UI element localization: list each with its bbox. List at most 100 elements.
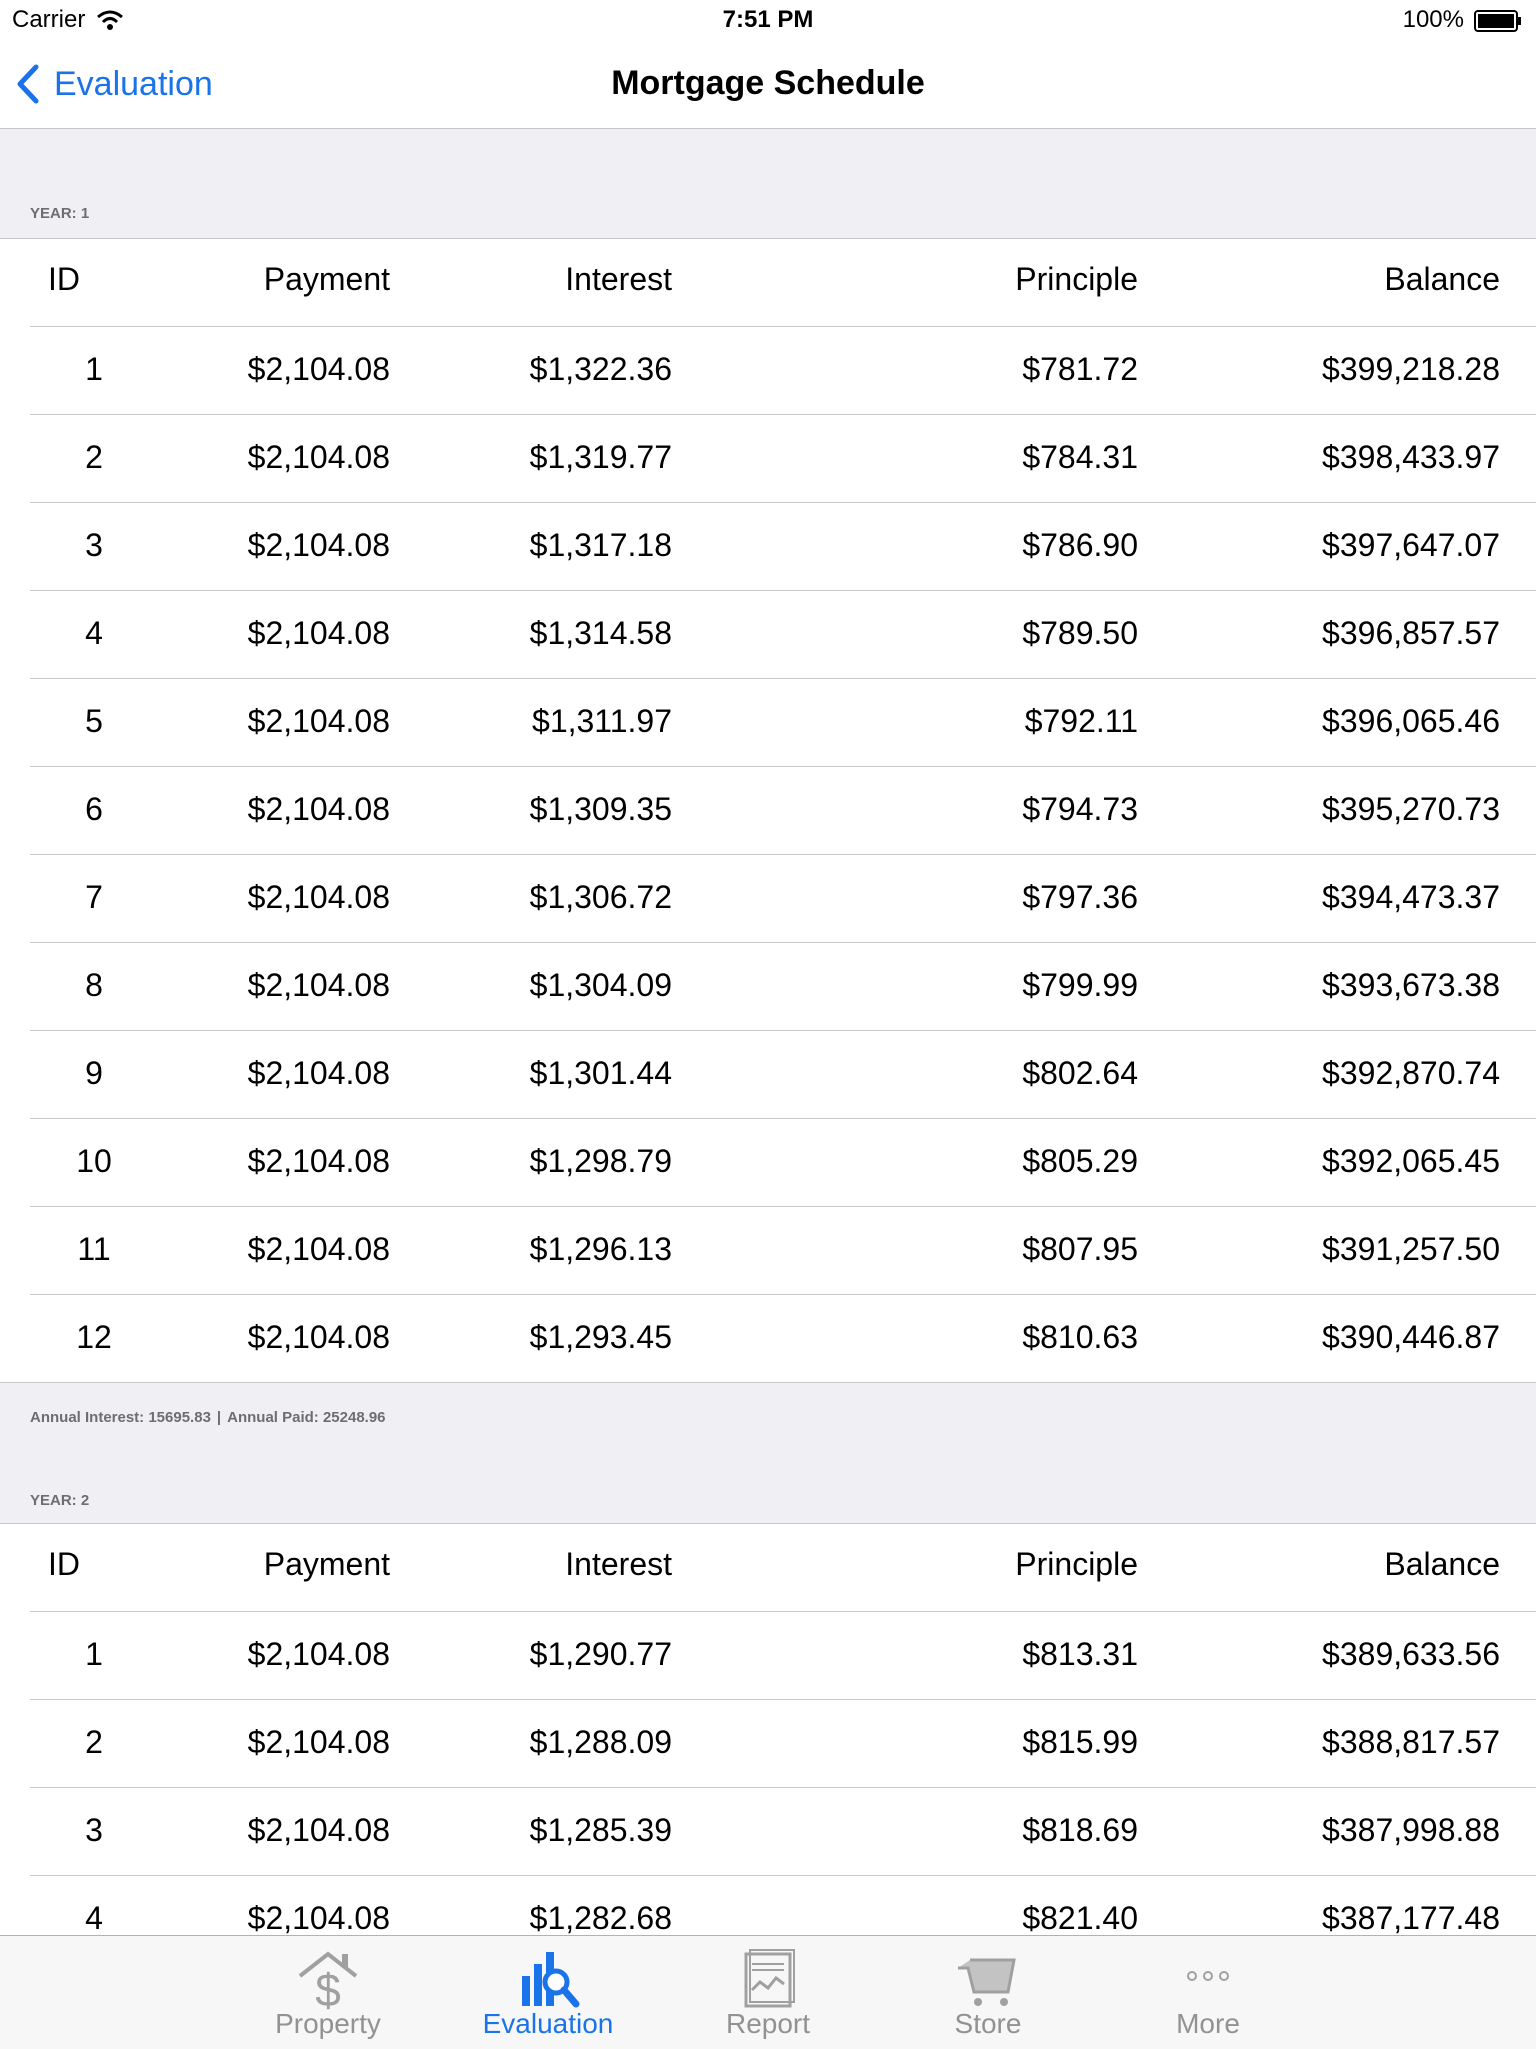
year-label: YEAR: 2 — [30, 1492, 90, 1509]
row-interest: $1,288.09 — [529, 1724, 672, 1760]
row-balance: $394,473.37 — [1322, 879, 1500, 915]
row-principle: $799.99 — [1022, 967, 1138, 1003]
row-balance: $387,177.48 — [1322, 1900, 1500, 1935]
row-interest: $1,285.39 — [529, 1812, 672, 1848]
column-header-interest: Interest — [565, 1546, 672, 1582]
table-row: 7 $2,104.08 $1,306.72 $797.36 $394,473.37 — [30, 855, 1536, 943]
table-row: 11 $2,104.08 $1,296.13 $807.95 $391,257.50 — [30, 1207, 1536, 1295]
store-cart-icon — [958, 1958, 1016, 2006]
row-interest: $1,322.36 — [529, 351, 672, 387]
row-id: 4 — [85, 615, 103, 651]
tab-bar: $ Property Evaluation Report Store — [0, 1935, 1536, 2049]
table-row: 1 $2,104.08 $1,290.77 $813.31 $389,633.56 — [30, 1612, 1536, 1700]
column-header-principle: Principle — [1015, 1546, 1138, 1582]
table-row: 4 $2,104.08 $1,314.58 $789.50 $396,857.57 — [30, 591, 1536, 679]
row-id: 11 — [77, 1231, 111, 1267]
row-interest: $1,298.79 — [529, 1143, 672, 1179]
column-header-interest: Interest — [565, 261, 672, 297]
table-row: 6 $2,104.08 $1,309.35 $794.73 $395,270.73 — [30, 767, 1536, 855]
table-row: 2 $2,104.08 $1,288.09 $815.99 $388,817.57 — [30, 1700, 1536, 1788]
row-balance: $397,647.07 — [1322, 527, 1500, 563]
annual-interest: Annual Interest: 15695.83 — [30, 1409, 211, 1426]
year-label: YEAR: 1 — [30, 205, 90, 222]
battery-icon — [1474, 10, 1521, 32]
row-interest: $1,293.45 — [529, 1319, 672, 1355]
row-interest: $1,304.09 — [529, 967, 672, 1003]
row-id: 4 — [85, 1900, 103, 1935]
wifi-icon — [97, 10, 123, 30]
row-id: 1 — [85, 1636, 103, 1672]
schedule-list[interactable]: YEAR: 1 ID Payment Interest Principle Ba… — [0, 129, 1536, 1935]
row-payment: $2,104.08 — [247, 527, 390, 563]
row-id: 12 — [76, 1319, 112, 1355]
row-balance: $398,433.97 — [1322, 439, 1500, 475]
property-icon: $ — [298, 1951, 358, 2012]
row-balance: $388,817.57 — [1322, 1724, 1500, 1760]
row-payment: $2,104.08 — [247, 1636, 390, 1672]
tab-evaluation[interactable]: Evaluation — [468, 1936, 628, 2049]
row-balance: $391,257.50 — [1322, 1231, 1500, 1267]
page-title: Mortgage Schedule — [611, 64, 925, 102]
row-payment: $2,104.08 — [247, 1143, 390, 1179]
row-principle: $805.29 — [1022, 1143, 1138, 1179]
tab-more[interactable]: More — [1128, 1936, 1288, 2049]
column-header-id: ID — [48, 261, 80, 297]
table-header-row: ID Payment Interest Principle Balance — [30, 1524, 1536, 1612]
row-balance: $393,673.38 — [1322, 967, 1500, 1003]
row-balance: $390,446.87 — [1322, 1319, 1500, 1355]
row-balance: $395,270.73 — [1322, 791, 1500, 827]
table-row: 4 $2,104.08 $1,282.68 $821.40 $387,177.48 — [30, 1876, 1536, 1935]
row-principle: $810.63 — [1022, 1319, 1138, 1355]
row-id: 2 — [85, 1724, 103, 1760]
row-principle: $797.36 — [1022, 879, 1138, 915]
tab-label: Property — [275, 2008, 381, 2039]
row-payment: $2,104.08 — [247, 1231, 390, 1267]
row-principle: $802.64 — [1022, 1055, 1138, 1091]
row-id: 3 — [85, 527, 103, 563]
column-header-payment: Payment — [263, 1546, 390, 1582]
chevron-left-icon — [17, 64, 39, 104]
row-balance: $392,870.74 — [1322, 1055, 1500, 1091]
table-row: 3 $2,104.08 $1,285.39 $818.69 $387,998.88 — [30, 1788, 1536, 1876]
year-section-footer: Annual Interest: 15695.83 | Annual Paid: 2… — [0, 1383, 1536, 1523]
tab-label: Report — [725, 2008, 811, 2039]
row-payment: $2,104.08 — [247, 703, 390, 739]
tab-report[interactable]: Report — [688, 1936, 848, 2049]
year-section-header: YEAR: 1 — [0, 129, 1536, 238]
row-id: 1 — [85, 351, 103, 387]
svg-text:$: $ — [315, 1964, 341, 2012]
row-payment: $2,104.08 — [247, 1900, 390, 1935]
row-payment: $2,104.08 — [247, 791, 390, 827]
tab-property[interactable]: $ Property — [248, 1936, 408, 2049]
tab-store[interactable]: Store — [908, 1936, 1068, 2049]
column-header-id: ID — [48, 1546, 80, 1582]
column-header-principle: Principle — [1015, 261, 1138, 297]
row-id: 8 — [85, 967, 103, 1003]
row-principle: $786.90 — [1022, 527, 1138, 563]
table-row: 9 $2,104.08 $1,301.44 $802.64 $392,870.74 — [30, 1031, 1536, 1119]
row-principle: $821.40 — [1022, 1900, 1138, 1935]
row-id: 3 — [85, 1812, 103, 1848]
row-id: 10 — [76, 1143, 112, 1179]
table-row: 12 $2,104.08 $1,293.45 $810.63 $390,446.87 — [30, 1295, 1536, 1382]
row-principle: $784.31 — [1022, 439, 1138, 475]
status-bar: Carrier 7:51 PM 100% — [0, 0, 1536, 40]
tab-label: More — [1176, 2008, 1240, 2039]
column-header-balance: Balance — [1384, 261, 1500, 297]
row-interest: $1,282.68 — [529, 1900, 672, 1935]
table-row: 1 $2,104.08 $1,322.36 $781.72 $399,218.28 — [30, 327, 1536, 415]
row-payment: $2,104.08 — [247, 351, 390, 387]
status-time: 7:51 PM — [722, 6, 814, 33]
annual-summary: Annual Interest: 15695.83 | Annual Paid: 2… — [30, 1409, 386, 1426]
back-button[interactable]: Evaluation — [14, 62, 213, 106]
more-icon — [1187, 1971, 1229, 1981]
back-button-label: Evaluation — [54, 64, 213, 103]
carrier-label: Carrier — [12, 6, 86, 33]
row-id: 2 — [85, 439, 103, 475]
annual-paid: Annual Paid: 25248.96 — [227, 1409, 386, 1426]
row-id: 9 — [85, 1055, 103, 1091]
row-interest: $1,290.77 — [529, 1636, 672, 1672]
row-principle: $818.69 — [1022, 1812, 1138, 1848]
table-row: 2 $2,104.08 $1,319.77 $784.31 $398,433.97 — [30, 415, 1536, 503]
column-header-balance: Balance — [1384, 1546, 1500, 1582]
